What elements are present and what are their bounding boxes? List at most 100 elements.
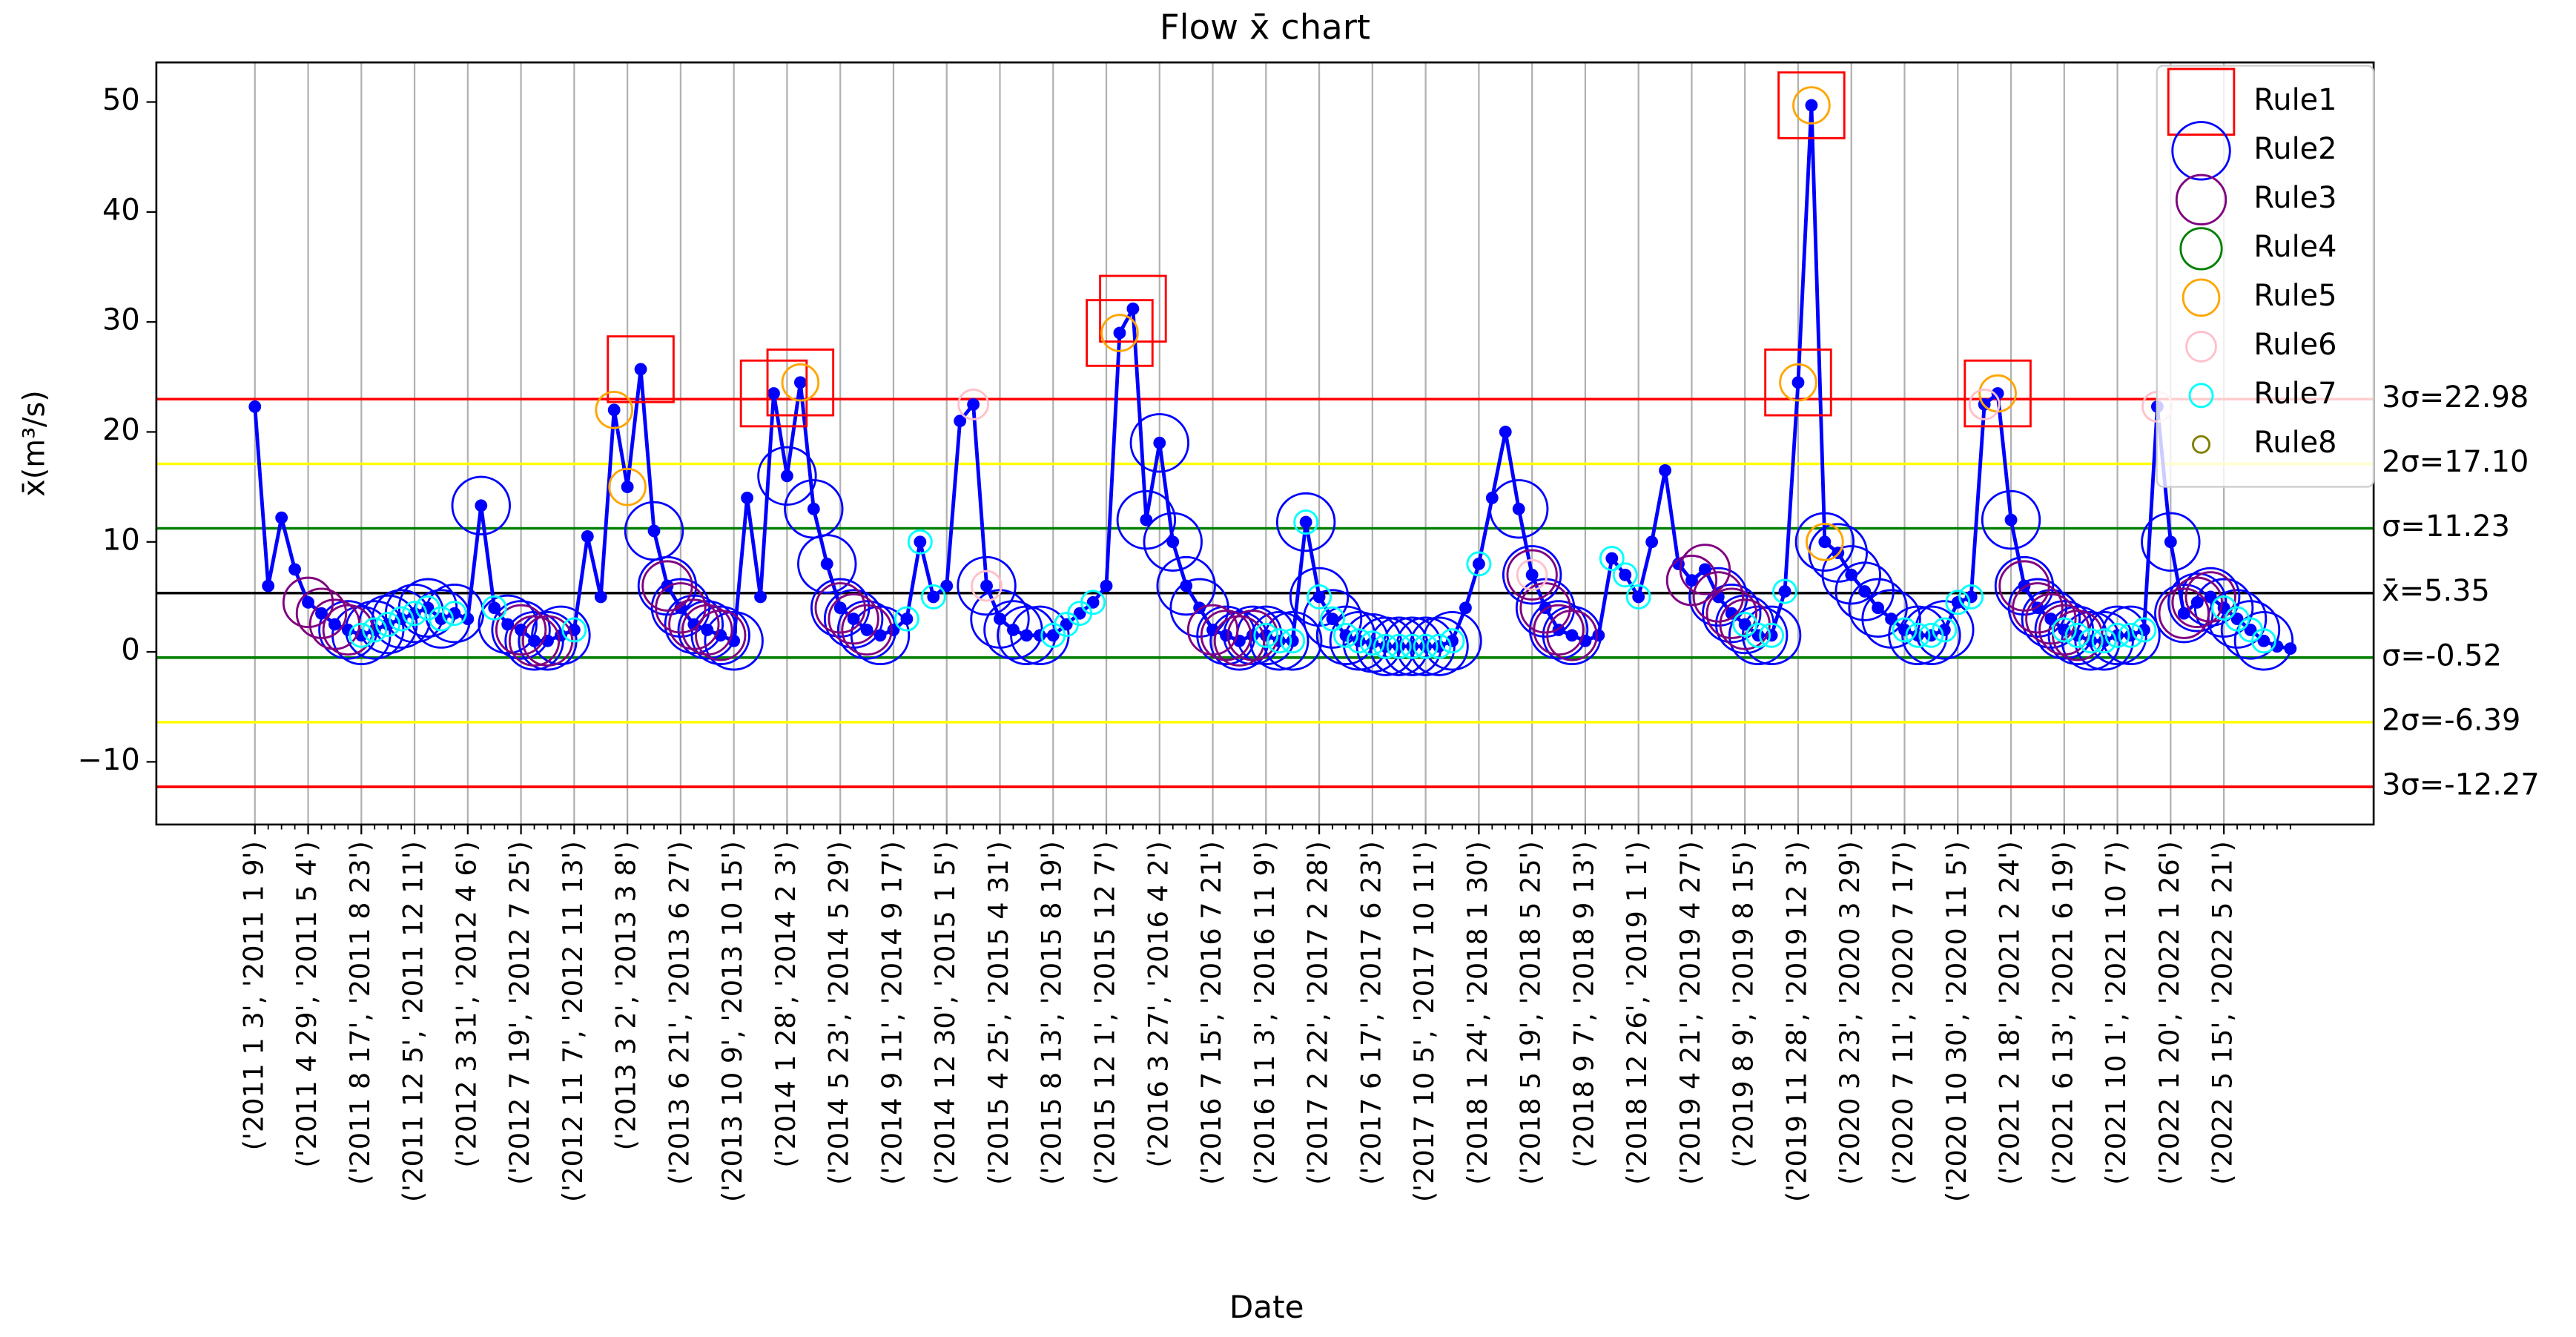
rule-marker xyxy=(668,598,720,650)
rule-marker xyxy=(608,467,647,506)
x-axis-label: Date xyxy=(1229,1289,1304,1325)
rule-marker xyxy=(1293,509,1319,535)
y-tick-label: 50 xyxy=(102,83,140,117)
data-point xyxy=(1180,579,1193,592)
rule-marker xyxy=(1359,630,1385,656)
data-point xyxy=(1791,376,1805,389)
legend-label: Rule8 xyxy=(2253,426,2336,460)
limit-label: 2σ=-6.39 xyxy=(2382,703,2520,737)
rule-marker xyxy=(1981,489,2041,550)
x-tick-label: ('2016 11 3', '2016 11 9') xyxy=(1249,841,1281,1185)
rule-marker xyxy=(531,605,591,666)
rule-marker xyxy=(2220,600,2281,660)
x-tick-label: ('2020 7 11', '2020 7 17') xyxy=(1887,841,1919,1185)
rule-marker xyxy=(2025,592,2077,645)
rule-marker xyxy=(508,615,561,667)
x-tick-label: ('2014 12 30', '2015 1 5') xyxy=(929,841,961,1185)
legend-label: Rule5 xyxy=(2253,279,2336,313)
x-tick-label: ('2015 4 25', '2015 4 31') xyxy=(982,841,1014,1185)
data-point xyxy=(1525,568,1539,581)
data-point xyxy=(1659,463,1671,477)
data-point xyxy=(807,502,820,515)
rule-marker xyxy=(295,587,348,639)
rule-marker xyxy=(1958,584,1984,610)
rule-marker xyxy=(1275,492,1336,552)
x-tick-label: ('2014 9 11', '2014 9 17') xyxy=(876,841,908,1185)
limit-label: 3σ=22.98 xyxy=(2382,380,2529,415)
data-point xyxy=(1220,629,1232,642)
data-point xyxy=(1499,426,1512,438)
rule-marker xyxy=(1200,610,1252,661)
x-tick-label: ('2019 8 9', '2019 8 15') xyxy=(1728,841,1760,1168)
rule-marker xyxy=(441,601,467,627)
rule-marker xyxy=(1688,567,1748,627)
rule-marker xyxy=(1888,605,1948,666)
legend-label: Rule2 xyxy=(2253,132,2336,166)
data-point xyxy=(781,469,793,483)
data-point xyxy=(1512,502,1525,515)
rule-marker xyxy=(1932,617,1958,643)
data-point xyxy=(1645,535,1659,549)
data-point xyxy=(1326,613,1339,626)
data-point xyxy=(741,492,754,504)
rule-marker xyxy=(2091,628,2117,654)
rule-marker xyxy=(1186,604,1239,656)
rule-marker xyxy=(1692,571,1744,623)
x-tick-label: ('2020 10 30', '2020 11 5') xyxy=(1941,841,1972,1202)
rule-marker xyxy=(1315,605,1376,666)
data-point xyxy=(621,481,634,494)
x-tick-label: ('2019 11 28', '2019 12 3') xyxy=(1780,841,1812,1202)
x-tick-label: ('2019 4 21', '2019 4 27') xyxy=(1674,841,1706,1185)
rule-marker xyxy=(1533,604,1585,656)
data-point xyxy=(927,590,940,604)
rule-marker xyxy=(1116,489,1177,550)
rule-marker xyxy=(1772,578,1797,604)
legend-frame xyxy=(2156,65,2375,488)
rule-marker xyxy=(1792,86,1831,125)
rule-marker xyxy=(664,594,724,655)
rule-marker xyxy=(2064,622,2090,648)
data-point xyxy=(647,524,661,538)
x-tick-label: ('2021 2 18', '2021 2 24') xyxy=(1994,841,2026,1185)
y-tick-label: 30 xyxy=(102,303,140,337)
limit-label: 2σ=17.10 xyxy=(2382,445,2529,479)
rule-marker xyxy=(2104,622,2130,648)
rule-marker xyxy=(1764,348,1832,417)
rule-marker xyxy=(1834,561,1895,621)
rule-marker xyxy=(1307,584,1332,610)
rule-marker xyxy=(1506,549,1558,601)
data-point xyxy=(634,363,647,376)
x-tick-label: ('2014 5 23', '2014 5 29') xyxy=(823,841,855,1185)
x-tick-label: ('2020 3 23', '2020 3 29') xyxy=(1834,841,1866,1185)
chart-title: Flow x̄ chart xyxy=(1160,7,1370,47)
data-point xyxy=(754,590,767,604)
rule-marker xyxy=(1099,274,1167,343)
rule-marker xyxy=(504,611,564,671)
rule-marker xyxy=(429,606,454,632)
rule-marker xyxy=(907,529,933,555)
rule-marker xyxy=(1901,605,1961,666)
x-tick-label: ('2012 7 19', '2012 7 25') xyxy=(503,841,535,1185)
data-point xyxy=(1845,568,1858,581)
x-tick-label: ('2016 3 27', '2016 4 2') xyxy=(1142,841,1174,1168)
data-point xyxy=(1113,326,1126,340)
rule-marker xyxy=(362,617,388,643)
rule-marker xyxy=(828,592,879,645)
rule-marker xyxy=(481,595,507,621)
data-point xyxy=(900,613,914,626)
rule-marker xyxy=(766,348,835,417)
x-tick-label: ('2021 10 1', '2021 10 7') xyxy=(2100,841,2132,1185)
data-point xyxy=(594,590,607,604)
data-point xyxy=(475,499,488,512)
data-point xyxy=(1166,535,1180,549)
data-point xyxy=(1991,387,2004,400)
data-point xyxy=(262,579,275,592)
x-tick-label: ('2018 12 26', '2019 1 1') xyxy=(1621,841,1653,1185)
rule-marker xyxy=(739,359,808,428)
data-point xyxy=(1619,568,1632,581)
data-point xyxy=(1020,629,1033,642)
x-tick-label: ('2018 1 24', '2018 1 30') xyxy=(1462,841,1493,1185)
rule-marker xyxy=(2193,578,2254,638)
rule-marker xyxy=(389,606,415,632)
